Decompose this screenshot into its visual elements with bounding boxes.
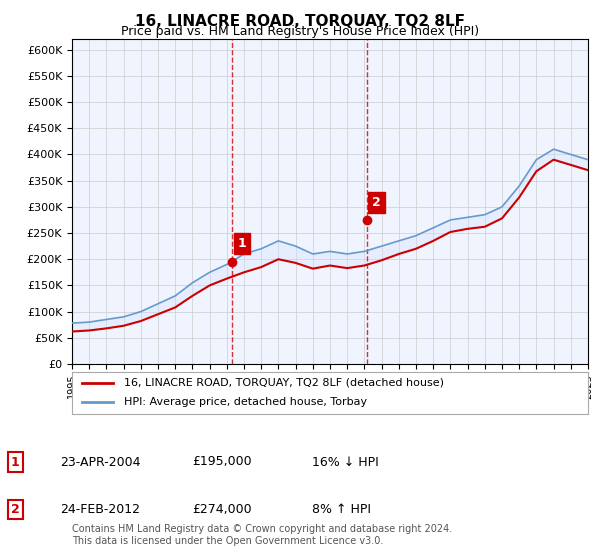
Text: 2: 2 xyxy=(372,196,381,209)
Text: 16% ↓ HPI: 16% ↓ HPI xyxy=(312,455,379,469)
Text: 1: 1 xyxy=(11,455,19,469)
Text: £195,000: £195,000 xyxy=(192,455,251,469)
Text: Price paid vs. HM Land Registry's House Price Index (HPI): Price paid vs. HM Land Registry's House … xyxy=(121,25,479,38)
Text: 1: 1 xyxy=(237,237,246,250)
Text: 24-FEB-2012: 24-FEB-2012 xyxy=(60,503,140,516)
Text: 23-APR-2004: 23-APR-2004 xyxy=(60,455,140,469)
Text: HPI: Average price, detached house, Torbay: HPI: Average price, detached house, Torb… xyxy=(124,397,367,407)
Text: 16, LINACRE ROAD, TORQUAY, TQ2 8LF (detached house): 16, LINACRE ROAD, TORQUAY, TQ2 8LF (deta… xyxy=(124,378,443,388)
Text: £274,000: £274,000 xyxy=(192,503,251,516)
Text: 8% ↑ HPI: 8% ↑ HPI xyxy=(312,503,371,516)
Text: 16, LINACRE ROAD, TORQUAY, TQ2 8LF: 16, LINACRE ROAD, TORQUAY, TQ2 8LF xyxy=(135,14,465,29)
Text: 2: 2 xyxy=(11,503,19,516)
Text: Contains HM Land Registry data © Crown copyright and database right 2024.
This d: Contains HM Land Registry data © Crown c… xyxy=(72,524,452,546)
